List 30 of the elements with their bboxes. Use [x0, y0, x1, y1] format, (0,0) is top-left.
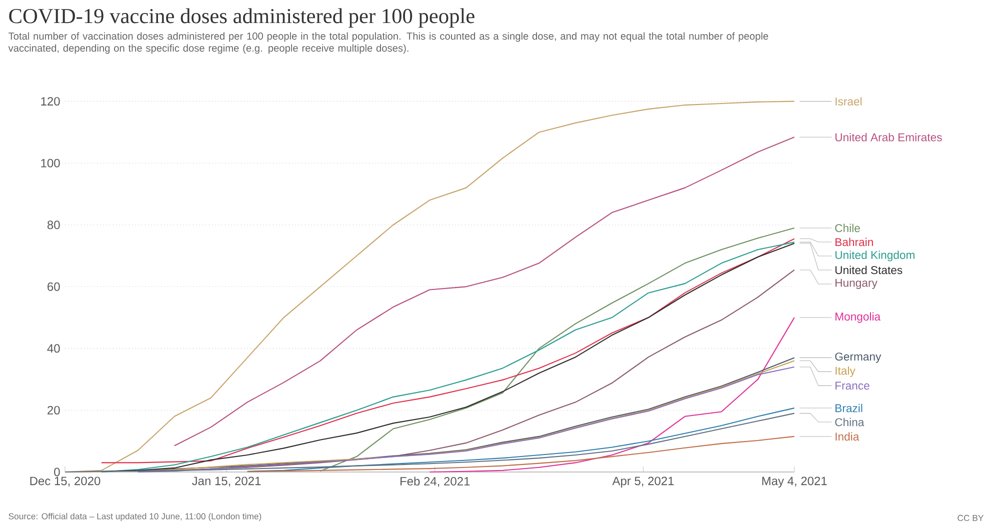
y-tick-label: 60	[48, 282, 60, 291]
text: United States	[835, 266, 902, 274]
text: France	[836, 382, 870, 390]
text: CC BY	[958, 514, 984, 522]
text: Hungary	[836, 278, 878, 290]
x-tick-label: Dec 15, 2020	[30, 476, 100, 487]
text: Mongolia	[836, 312, 881, 323]
x-tick-label: Feb 24, 2021	[400, 476, 470, 487]
x-tick-label: Apr 5, 2021	[612, 476, 674, 488]
x-tick-label: Jan 15, 2021	[192, 476, 261, 487]
text: United Kingdom	[835, 250, 914, 262]
source-note: Source: Official data – Last updated 10 June, 11:00 (London time)	[8, 512, 262, 522]
y-tick-label: 100	[41, 158, 60, 168]
y-tick-label: 0	[54, 468, 60, 476]
x-tick-label: May 4, 2021	[762, 476, 827, 488]
text: Brazil	[836, 404, 862, 412]
text: Germany	[835, 352, 882, 363]
text: China	[835, 418, 864, 426]
chart-subtitle: Total number of vaccination doses administered per 100 people in the total population. This is counted as a single dose, and may not equal the total number of people vaccinated, depending on the specific dose regime (e.g. people receive multiple doses).	[8, 32, 768, 54]
y-tick-label: 120	[41, 97, 60, 106]
text: India	[836, 432, 860, 441]
y-tick-label: 20	[48, 406, 60, 414]
text: Chile	[835, 224, 860, 232]
text: Italy	[836, 366, 856, 377]
text: Israel	[836, 97, 862, 106]
text: United Arab Emirates	[835, 132, 942, 142]
chart-title: COVID-19 vaccine doses administered per 100 people	[9, 8, 474, 28]
y-tick-label: 40	[47, 344, 60, 353]
text: Bahrain	[836, 238, 873, 246]
y-tick-label: 80	[47, 220, 60, 230]
